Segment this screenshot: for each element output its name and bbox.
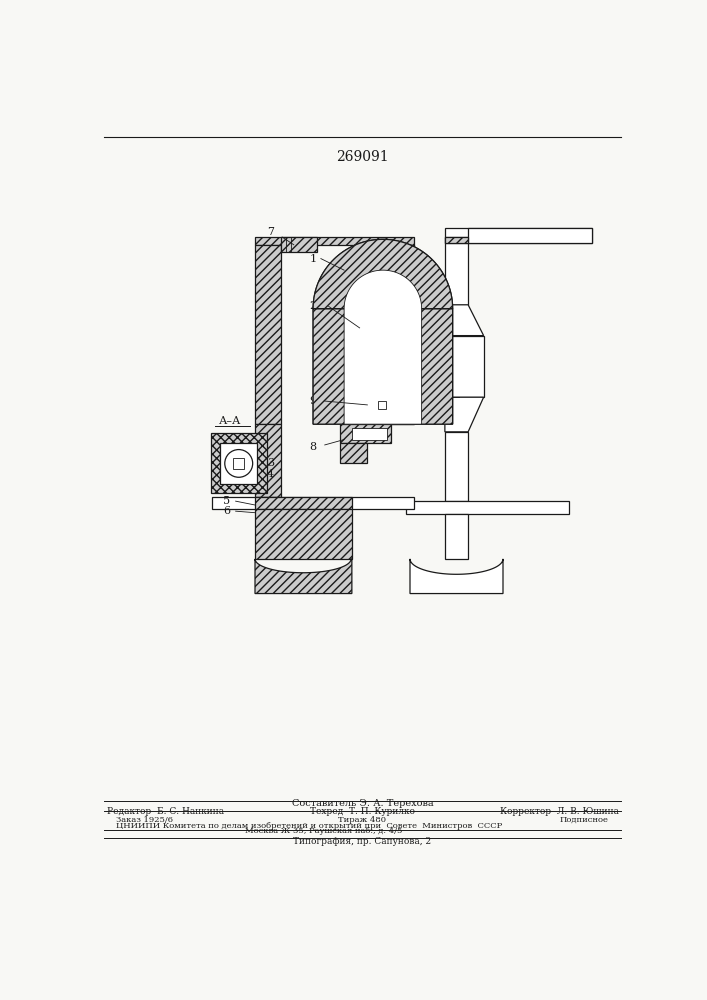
Text: 2: 2 xyxy=(310,301,317,311)
Circle shape xyxy=(225,450,252,477)
Text: Составитель Э. А. Терехова: Составитель Э. А. Терехова xyxy=(291,799,433,808)
Text: ЦНИИПИ Комитета по делам изобретений и открытий при  Совете  Министров  СССР: ЦНИИПИ Комитета по делам изобретений и о… xyxy=(116,822,502,830)
Polygon shape xyxy=(445,514,468,559)
Polygon shape xyxy=(344,270,421,424)
Polygon shape xyxy=(344,270,421,424)
Text: А: А xyxy=(445,390,452,399)
Polygon shape xyxy=(255,424,281,497)
Text: Типография, пр. Сапунова, 2: Типография, пр. Сапунова, 2 xyxy=(293,837,431,846)
Polygon shape xyxy=(344,270,421,424)
Text: Москва Ж-35, Раушская наб., д. 4/5: Москва Ж-35, Раушская наб., д. 4/5 xyxy=(245,827,403,835)
Polygon shape xyxy=(255,559,352,594)
Polygon shape xyxy=(313,239,452,424)
Text: 6: 6 xyxy=(223,506,230,516)
Polygon shape xyxy=(211,433,267,493)
Polygon shape xyxy=(468,228,592,243)
Polygon shape xyxy=(445,237,468,243)
Text: 269091: 269091 xyxy=(336,150,388,164)
Polygon shape xyxy=(391,245,414,424)
Text: 9: 9 xyxy=(310,396,317,406)
Polygon shape xyxy=(406,501,569,514)
Text: А–А: А–А xyxy=(218,416,241,426)
Polygon shape xyxy=(445,397,484,432)
Polygon shape xyxy=(255,497,352,509)
Polygon shape xyxy=(255,237,414,245)
Text: Редактор  Б. С. Нанкина: Редактор Б. С. Нанкина xyxy=(107,807,223,816)
Polygon shape xyxy=(445,336,484,397)
Text: Подписное: Подписное xyxy=(560,816,609,824)
Polygon shape xyxy=(445,228,592,243)
Polygon shape xyxy=(445,243,468,305)
Polygon shape xyxy=(445,237,468,243)
Polygon shape xyxy=(212,497,414,509)
Text: 4: 4 xyxy=(267,469,274,479)
Text: Техред  Т. П. Курилко: Техред Т. П. Курилко xyxy=(310,807,415,816)
Polygon shape xyxy=(352,428,387,440)
Text: 8: 8 xyxy=(310,442,317,452)
Polygon shape xyxy=(391,245,414,424)
Text: Заказ 1925/6: Заказ 1925/6 xyxy=(116,816,173,824)
Polygon shape xyxy=(313,239,452,424)
Polygon shape xyxy=(344,270,421,424)
Text: 3: 3 xyxy=(267,458,274,468)
Text: А: А xyxy=(371,393,379,402)
Text: Корректор  Л. В. Юшина: Корректор Л. В. Юшина xyxy=(500,807,619,816)
Polygon shape xyxy=(378,401,386,409)
Polygon shape xyxy=(340,424,391,443)
Polygon shape xyxy=(445,305,484,336)
Polygon shape xyxy=(255,245,281,424)
Polygon shape xyxy=(281,237,317,252)
Polygon shape xyxy=(220,443,257,484)
Polygon shape xyxy=(255,509,352,559)
Polygon shape xyxy=(410,559,503,594)
Text: 5: 5 xyxy=(223,496,230,506)
Text: 7: 7 xyxy=(267,227,274,237)
Polygon shape xyxy=(233,458,244,469)
Polygon shape xyxy=(445,432,468,501)
Text: Тираж 480: Тираж 480 xyxy=(339,816,386,824)
Polygon shape xyxy=(340,443,368,463)
Text: 1: 1 xyxy=(310,254,317,264)
